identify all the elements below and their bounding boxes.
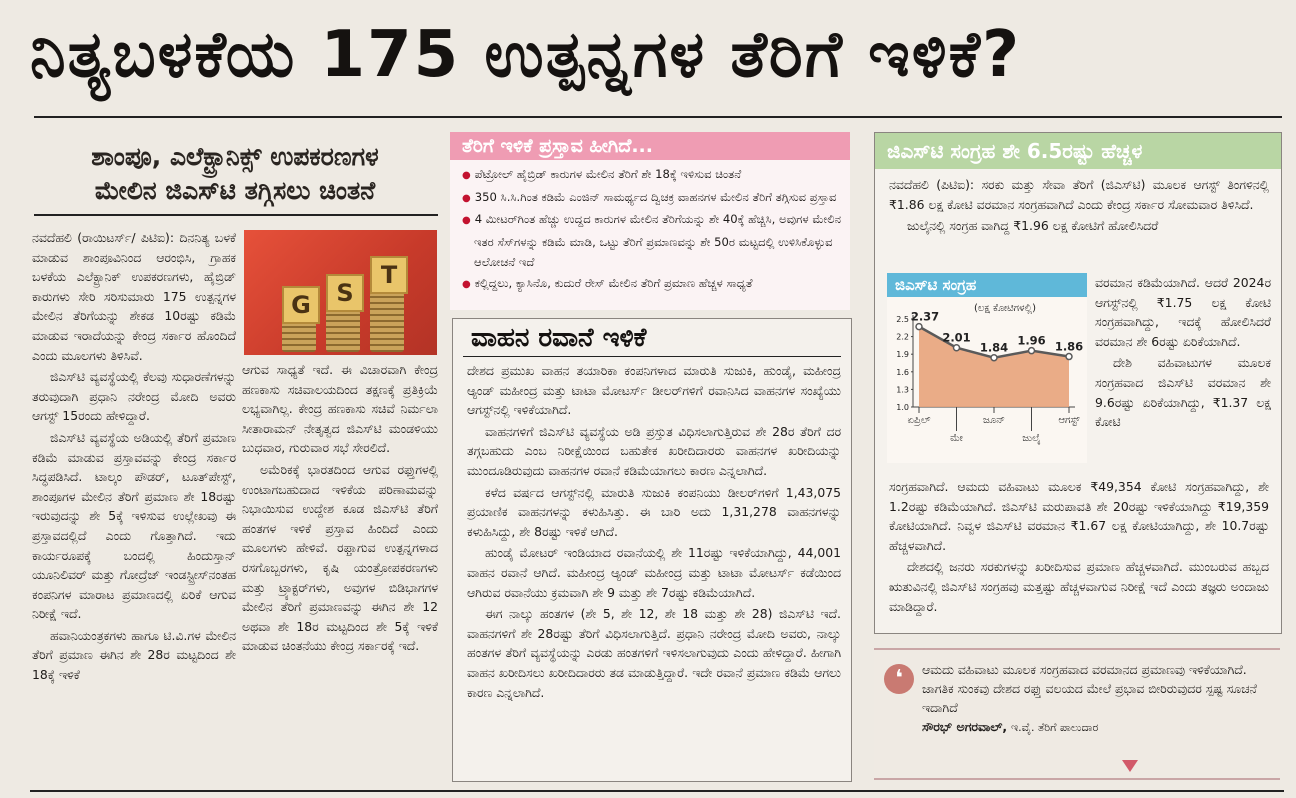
chart-svg: (ಲಕ್ಷ ಕೋಟಿಗಳಲ್ಲಿ) 2.5 2.2 1.9 1.6 1.3 1.0 2.37 ಏ…: [896, 303, 1083, 444]
para: ನವದೆಹಲಿ (ರಾಯಿಟರ್ಸ್/ ಪಿಟಿಐ): ದಿನನಿತ್ಯ ಬಳಕ…: [32, 230, 236, 363]
left-article-col1: ನವದೆಹಲಿ (ರಾಯಿಟರ್ಸ್/ ಪಿಟಿಐ): ದಿನನಿತ್ಯ ಬಳಕ…: [32, 228, 236, 794]
data-point: [1065, 352, 1073, 361]
para: ಅಮೆರಿಕಕ್ಕೆ ಭಾರತದಿಂದ ಆಗುವ ರಫ್ತುಗಳಲ್ಲಿ ಉಂಟ…: [242, 461, 438, 654]
data-label: 1.86: [1055, 340, 1083, 354]
para: ವರಮಾನ ಕಡಿಮೆಯಾಗಿದೆ. ಆದರೆ 2024ರ ಆಗಸ್ಟ್‌ನಲ್…: [1095, 275, 1271, 349]
y-tick-label: 1.9: [896, 350, 909, 359]
data-label: 1.96: [1017, 334, 1045, 348]
para: ಜಿಎಸ್‌ಟಿ ವ್ಯವಸ್ಥೆಯ ಅಡಿಯಲ್ಲಿ ತೆರಿಗೆ ಪ್ರಮಾ…: [32, 429, 236, 622]
quote-text: ಆಮದು ವಹಿವಾಟು ಮೂಲಕ ಸಂಗ್ರಹವಾದ ವರಮಾನದ ಪ್ರಮಾ…: [922, 660, 1272, 737]
para: ಆಗುವ ಸಾಧ್ಯತೆ ಇದೆ. ಈ ವಿಚಾರವಾಗಿ ಕೇಂದ್ರ ಹಣಕ…: [242, 362, 438, 456]
data-point: [952, 343, 961, 352]
quote-author-role: ಇ.ವೈ. ತೆರಿಗೆ ಪಾಲುದಾರ: [1011, 721, 1099, 734]
data-point: [990, 353, 998, 362]
para: ವಾಹನಗಳಿಗೆ ಜಿಎಸ್‌ಟಿ ವ್ಯವಸ್ಥೆಯ ಅಡಿ ಪ್ರಸ್ತು…: [467, 423, 841, 478]
vehicle-title: ವಾಹನ ರವಾನೆ ಇಳಿಕೆ: [471, 323, 647, 353]
para: ಹವಾನಿಯಂತ್ರಕಗಳು ಹಾಗೂ ಟಿ.ವಿ.ಗಳ ಮೇಲಿನ ತೆರಿಗ…: [32, 627, 236, 683]
y-tick-label: 1.6: [896, 368, 909, 377]
x-tick-label: ಮೇ: [950, 433, 963, 444]
x-tick-label: ಜುಲೈ: [1022, 433, 1041, 444]
x-tick-label: ಏಪ್ರಿಲ್: [907, 415, 931, 426]
para: ಹುಂಡೈ ಮೋಟರ್ ಇಂಡಿಯಾದ ರವಾನೆಯಲ್ಲಿ ಶೇ 11ರಷ್ಟ…: [467, 545, 841, 600]
para: ದೇಶಿ ವಹಿವಾಟುಗಳ ಮೂಲಕ ಸಂಗ್ರಹವಾದ ಜಿಎಸ್‌ಟಿ ವ…: [1095, 355, 1271, 430]
letter-cube-t: T: [370, 256, 408, 294]
y-tick-label: 1.3: [896, 385, 909, 394]
gst-collection-article: ಜಿಎಸ್‌ಟಿ ಸಂಗ್ರಹ ಶೇ 6.5ರಷ್ಟು ಹೆಚ್ಚಳ ನವದೆಹ…: [874, 132, 1282, 634]
quote-box: ❛ ಆಮದು ವಹಿವಾಟು ಮೂಲಕ ಸಂಗ್ರಹವಾದ ವರಮಾನದ ಪ್ರ…: [874, 648, 1280, 780]
y-tick-label: 2.2: [896, 333, 909, 342]
chart-unit-label: (ಲಕ್ಷ ಕೋಟಿಗಳಲ್ಲಿ): [974, 303, 1036, 314]
quote-author: ಸೌರಭ್ ಅಗರವಾಲ್,: [922, 719, 1008, 734]
data-label: 2.37: [911, 310, 939, 324]
gst-article-title: ಜಿಎಸ್‌ಟಿ ಸಂಗ್ರಹ ಶೇ 6.5ರಷ್ಟು ಹೆಚ್ಚಳ: [875, 133, 1281, 169]
subheading-rule: [34, 214, 438, 216]
headline-rule: [34, 116, 1282, 118]
gst-right-column: ವರಮಾನ ಕಡಿಮೆಯಾಗಿದೆ. ಆದರೆ 2024ರ ಆಗಸ್ಟ್‌ನಲ್…: [1095, 273, 1271, 434]
area-fill: [919, 326, 1069, 407]
x-tick-label: ಜೂನ್: [983, 415, 1005, 426]
proposal-box: ತೆರಿಗೆ ಇಳಿಕೆ ಪ್ರಸ್ತಾವ ಹೀಗಿದೆ... ಪೆಟ್ರೋಲ್…: [450, 132, 850, 310]
headline: ನಿತ್ಯಬಳಕೆಯ 175 ಉತ್ಪನ್ನಗಳ ತೆರಿಗೆ ಇಳಿಕೆ?: [30, 18, 1022, 92]
proposal-title: ತೆರಿಗೆ ಇಳಿಕೆ ಪ್ರಸ್ತಾವ ಹೀಗಿದೆ...: [450, 132, 850, 160]
left-subheading: ಶಾಂಪೂ, ಎಲೆಕ್ಟ್ರಾನಿಕ್ಸ್ ಉಪಕರಣಗಳ ಮೇಲಿನ ಜಿಎ…: [30, 140, 440, 208]
subheading-line-2: ಮೇಲಿನ ಜಿಎಸ್‌ಟಿ ತಗ್ಗಿಸಲು ಚಿಂತನೆ: [94, 176, 376, 205]
bottom-rule: [30, 790, 1284, 792]
quote-pointer-icon: [1122, 760, 1138, 772]
para: ಜುಲೈನಲ್ಲಿ ಸಂಗ್ರಹ ವಾಗಿದ್ದ ₹1.96 ಲಕ್ಷ ಕೋಟಿ…: [907, 218, 1159, 234]
vehicle-article: ವಾಹನ ರವಾನೆ ಇಳಿಕೆ ದೇಶದ ಪ್ರಮುಖ ವಾಹನ ತಯಾರಿಕ…: [452, 318, 852, 782]
coin-stack: [282, 322, 316, 352]
proposal-bullet: ಕಲ್ಲಿದ್ದಲು, ಕ್ಯಾಸಿನೊ, ಕುದುರೆ ರೇಸ್ ಮೇಲಿನ …: [460, 273, 842, 296]
letter-cube-g: G: [282, 286, 320, 324]
para: ಸಂಗ್ರಹವಾಗಿದೆ. ಆಮದು ವಹಿವಾಟು ಮೂಲಕ ₹49,354 …: [889, 479, 1269, 553]
quote-body: ಆಮದು ವಹಿವಾಟು ಮೂಲಕ ಸಂಗ್ರಹವಾದ ವರಮಾನದ ಪ್ರಮಾ…: [922, 662, 1257, 715]
para: ನವದೆಹಲಿ (ಪಿಟಿಐ): ಸರಕು ಮತ್ತು ಸೇವಾ ತೆರಿಗೆ …: [889, 177, 1269, 212]
quote-mark-icon: ❛: [884, 664, 914, 694]
proposal-bullet: 4 ಮೀಟರ್‌ಗಿಂತ ಹೆಚ್ಚು ಉದ್ದದ ಕಾರುಗಳ ಮೇಲಿನ ತ…: [460, 209, 842, 273]
subheading-line-1: ಶಾಂಪೂ, ಎಲೆಕ್ಟ್ರಾನಿಕ್ಸ್ ಉಪಕರಣಗಳ: [91, 142, 379, 171]
coin-stack: [370, 292, 404, 352]
data-point: [915, 322, 923, 331]
para: ಈಗ ನಾಲ್ಕು ಹಂತಗಳ (ಶೇ 5, ಶೇ 12, ಶೇ 18 ಮತ್ತ…: [467, 606, 841, 700]
coin-stack: [326, 310, 360, 352]
proposal-bullet: ಪೆಟ್ರೋಲ್ ಹೈಬ್ರಿಡ್ ಕಾರುಗಳ ಮೇಲಿನ ತೆರಿಗೆ ಶೇ…: [460, 164, 842, 187]
gst-chart: ಜಿಎಸ್‌ಟಿ ಸಂಗ್ರಹ (ಲಕ್ಷ ಕೋಟಿಗಳಲ್ಲಿ) 2.5 2.2 1…: [887, 273, 1087, 463]
gst-bottom-text: ಸಂಗ್ರಹವಾಗಿದೆ. ಆಮದು ವಹಿವಾಟು ಮೂಲಕ ₹49,354 …: [889, 477, 1269, 618]
data-point: [1027, 346, 1036, 355]
gst-photo: G S T: [244, 230, 437, 355]
para: ದೇಶದಲ್ಲಿ ಜನರು ಸರಕುಗಳನ್ನು ಖರೀದಿಸುವ ಪ್ರಮಾಣ…: [889, 559, 1269, 614]
data-label: 2.01: [942, 331, 970, 345]
para: ದೇಶದ ಪ್ರಮುಖ ವಾಹನ ತಯಾರಿಕಾ ಕಂಪನಿಗಳಾದ ಮಾರುತ…: [467, 363, 841, 418]
chart-title: ಜಿಎಸ್‌ಟಿ ಸಂಗ್ರಹ: [887, 273, 1087, 297]
data-label: 1.84: [980, 341, 1008, 355]
y-tick-label: 1.0: [896, 403, 909, 412]
proposal-bullet: 350 ಸಿ.ಸಿ.ಗಿಂತ ಕಡಿಮೆ ಎಂಜಿನ್ ಸಾಮರ್ಥ್ಯದ ದ್…: [460, 187, 842, 210]
para: ಜಿಎಸ್‌ಟಿ ವ್ಯವಸ್ಥೆಯಲ್ಲಿ ಕೆಲವು ಸುಧಾರಣೆಗಳನ್…: [32, 369, 236, 424]
letter-cube-s: S: [326, 274, 364, 312]
x-tick-label: ಆಗಸ್ಟ್: [1058, 415, 1080, 426]
para: ಕಳೆದ ವರ್ಷದ ಆಗಸ್ಟ್‌ನಲ್ಲಿ ಮಾರುತಿ ಸುಜುಕಿ ಕಂ…: [467, 484, 841, 539]
left-article-col2: ಆಗುವ ಸಾಧ್ಯತೆ ಇದೆ. ಈ ವಿಚಾರವಾಗಿ ಕೇಂದ್ರ ಹಣಕ…: [242, 360, 438, 794]
y-tick-label: 2.5: [896, 315, 909, 324]
